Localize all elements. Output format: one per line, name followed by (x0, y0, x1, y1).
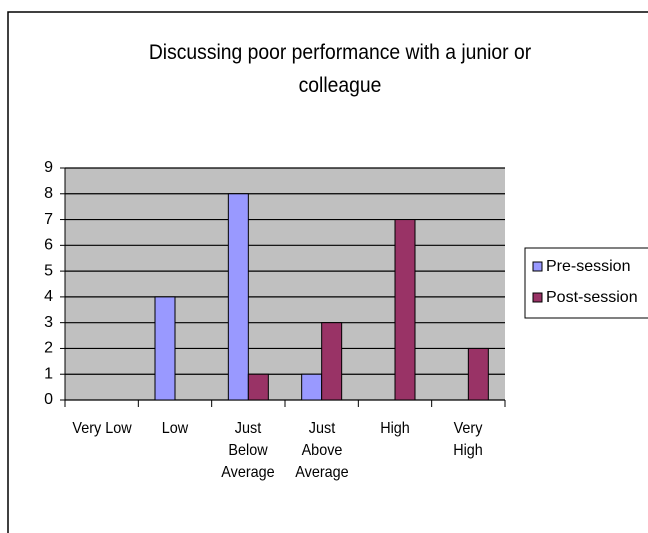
x-tick-label: Low (161, 420, 189, 437)
y-tick-label: 0 (44, 391, 53, 408)
x-tick-label: Just Above Average (294, 420, 349, 481)
y-tick-label: 7 (44, 211, 53, 228)
bar (301, 373, 323, 401)
chart-title: Discussing poor performance with a junio… (148, 41, 532, 97)
bar (247, 373, 269, 401)
y-tick-label: 2 (44, 340, 53, 357)
y-tick-label: 9 (44, 159, 53, 176)
bar (394, 219, 416, 401)
legend-label: Post-session (546, 289, 638, 306)
legend-swatch (532, 292, 543, 303)
legend-label: Pre-session (546, 258, 630, 275)
bar (321, 322, 343, 401)
bar (227, 193, 249, 401)
x-tick-label: Very High (453, 420, 484, 459)
plot-area (65, 168, 505, 400)
x-tick-label: Very Low (72, 420, 132, 437)
y-tick-label: 5 (44, 262, 53, 279)
bar (467, 347, 489, 401)
x-tick-label: Just Below Average (221, 420, 276, 481)
bar (154, 296, 176, 401)
y-tick-label: 3 (44, 314, 53, 331)
x-tick-label: High (380, 420, 410, 437)
legend-box (524, 247, 648, 319)
y-tick-label: 4 (44, 288, 53, 305)
y-tick-label: 8 (44, 185, 53, 202)
y-tick-label: 6 (44, 237, 53, 254)
y-tick-label: 1 (44, 365, 53, 382)
legend-swatch (532, 261, 543, 272)
